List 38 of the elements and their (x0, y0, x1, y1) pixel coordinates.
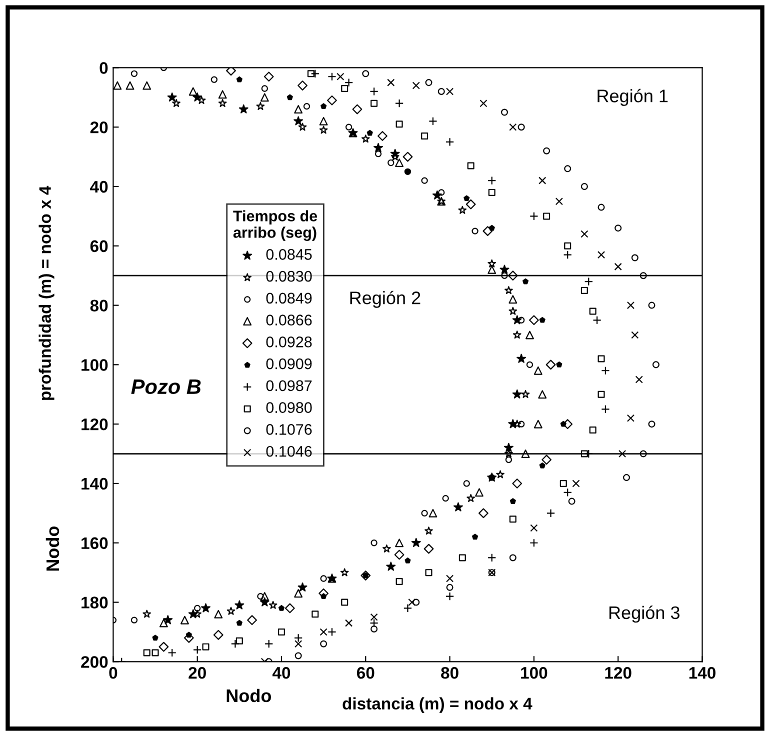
legend-label: 0.1076 (266, 424, 312, 435)
y-tick-label: 180 (82, 596, 108, 608)
annotation: Región 1 (598, 88, 668, 106)
legend-label: 0.1046 (266, 446, 312, 457)
annotation: Región 2 (350, 290, 420, 308)
legend-label: 0.0928 (266, 336, 312, 348)
x-tick-label: 80 (441, 666, 458, 679)
y-tick-label: 60 (90, 240, 108, 252)
legend-label: 0.0845 (266, 249, 312, 260)
x-tick-label: 60 (356, 666, 374, 679)
y-tick-label: 140 (82, 478, 108, 490)
x-tick-label: 100 (521, 666, 548, 679)
legend-label: 0.0909 (266, 358, 312, 370)
y-axis-title: profundidad (m) = nodo x 4 (38, 186, 54, 400)
x-axis-title: distancia (m) = nodo x 4 (342, 697, 532, 713)
y-tick-label: 20 (90, 122, 108, 134)
legend-label: 0.0980 (266, 402, 312, 413)
legend-label: 0.0987 (266, 380, 312, 392)
text: Nodo (226, 688, 272, 702)
legend-label: 0.0849 (266, 292, 312, 304)
text: Nodo (46, 526, 60, 571)
y-tick-label: 0 (100, 62, 108, 74)
legend-label: 0.0866 (266, 314, 312, 326)
annotation: Región 3 (609, 606, 680, 623)
legend-title: Tiempos de arribo (seg) (233, 210, 318, 241)
x-tick-label: 120 (605, 666, 632, 679)
y-tick-label: 80 (90, 300, 108, 312)
y-tick-label: 100 (82, 359, 108, 371)
x-tick-label: 140 (689, 666, 716, 679)
x-tick-label: 20 (188, 666, 206, 679)
y-tick-label: 160 (82, 537, 108, 550)
y-tick-label: 40 (90, 180, 108, 193)
legend-label: 0.0830 (266, 270, 312, 282)
y-tick-label: 200 (81, 656, 108, 668)
x-tick-label: 40 (272, 666, 290, 679)
x-tick-label: 0 (109, 666, 118, 679)
annotation: Pozo B (131, 380, 201, 394)
y-tick-label: 120 (82, 418, 108, 430)
